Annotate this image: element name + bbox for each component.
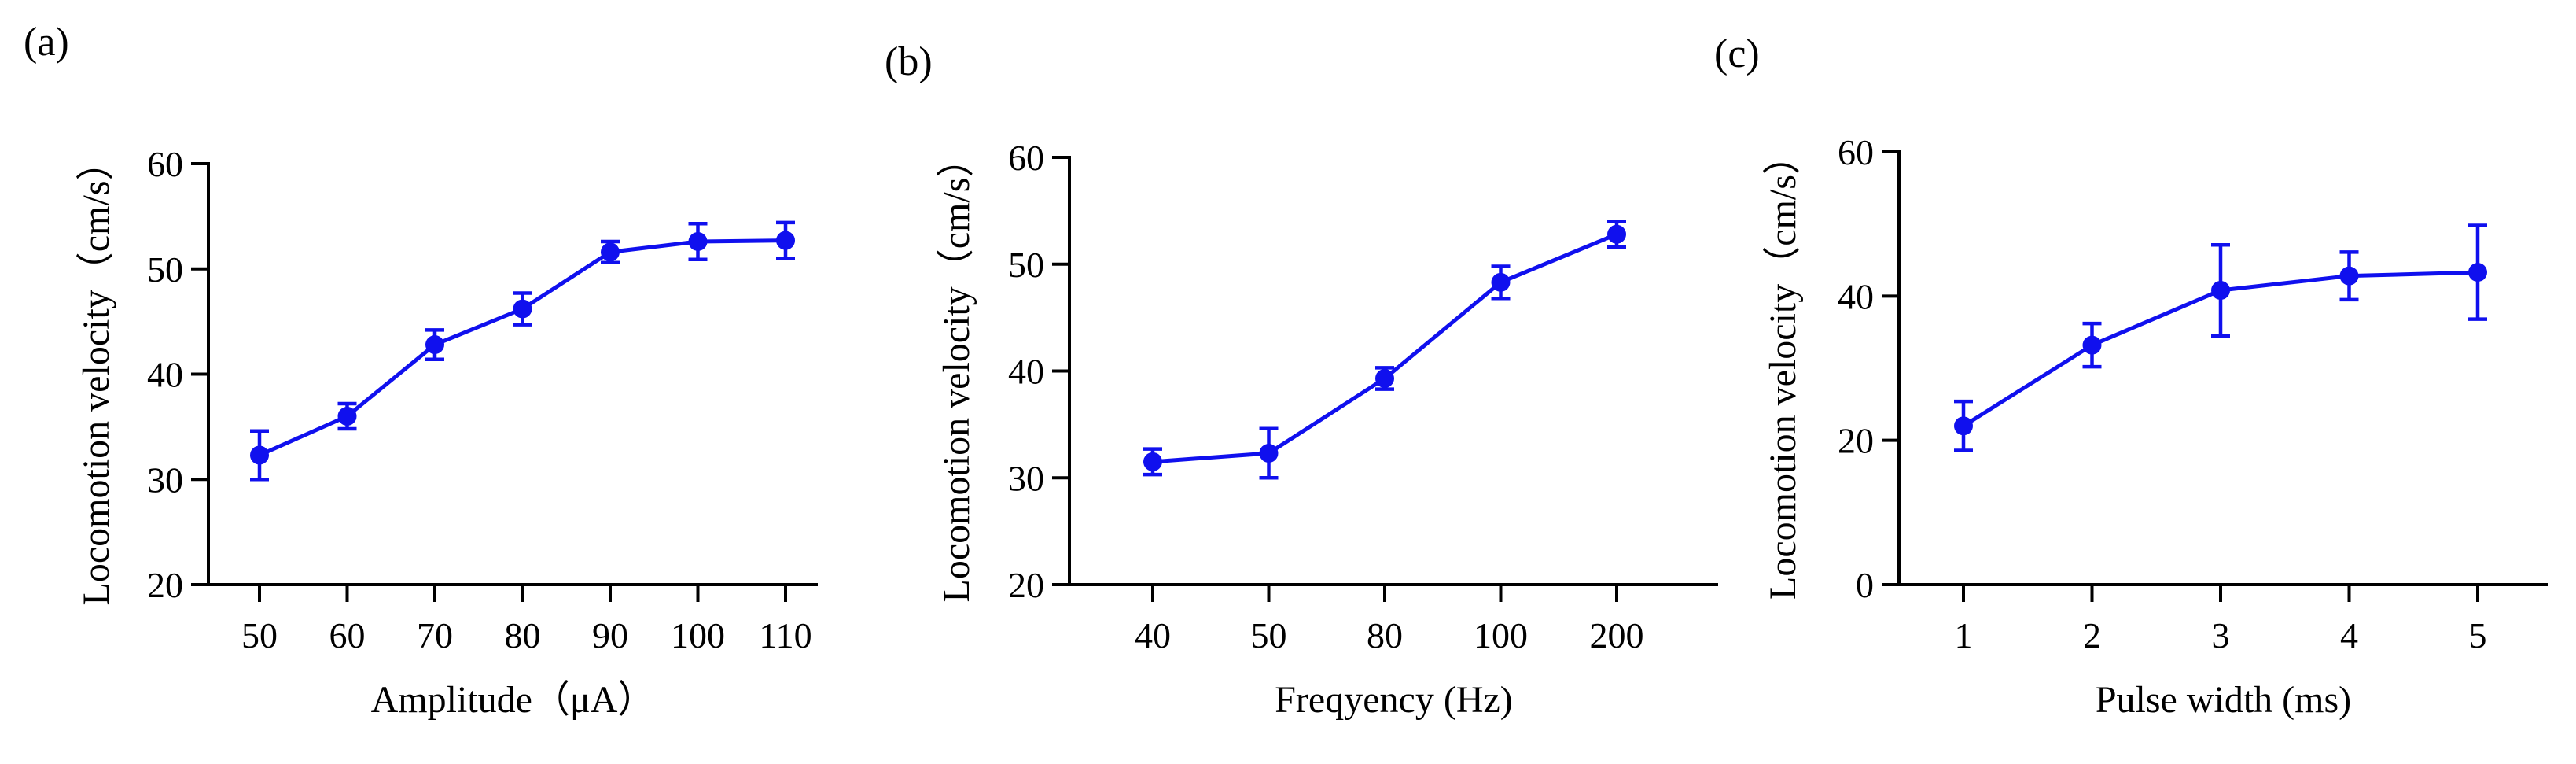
y-axis-title: Locomotion velocity（cm/s） [75,143,117,606]
data-point [776,231,795,250]
y-tick-label: 60 [1008,138,1044,178]
chart-panel-3: (c) 0 20 40 60 1 2 3 4 5 Locomotion velocity（cm/s）… [1714,31,2548,721]
y-tick-label: 50 [147,249,183,290]
data-point [2211,281,2230,300]
panel-label: (a) [24,20,69,65]
y-axis-title: Locomotion velocity（cm/s） [1762,137,1804,600]
x-tick-label: 50 [241,615,278,655]
series-line [1152,232,1617,464]
x-tick-label: 60 [329,615,366,655]
y-tick-label: 20 [1838,421,1874,461]
x-tick-label: 70 [417,615,453,655]
y-tick-label: 30 [1008,458,1044,498]
data-point [1491,272,1511,292]
data-point [513,299,532,319]
x-tick-label: 2 [2083,615,2101,655]
data-point [1259,444,1279,463]
data-point [1607,224,1626,244]
x-axis-title: Freqyency (Hz) [1275,679,1513,721]
chart-panel-2: (b) 20 30 40 50 60 40 50 80 100 200 Locomotion velo… [885,39,1718,721]
x-tick-label: 100 [1474,615,1528,655]
data-point [250,445,269,465]
x-tick-label: 110 [759,615,811,655]
data-point [1143,452,1162,471]
data-point [337,407,357,426]
y-tick-label: 60 [147,144,183,184]
panel-label: (b) [885,39,933,84]
x-tick-label: 90 [592,615,628,655]
data-point [601,242,620,262]
data-point [1954,416,1973,436]
x-tick-label: 1 [1955,615,1973,655]
y-tick-label: 0 [1856,565,1874,605]
data-point [688,231,708,251]
x-tick-label: 80 [505,615,541,655]
x-tick-label: 40 [1135,615,1171,655]
y-tick-label: 40 [1838,276,1874,316]
x-tick-label: 200 [1590,615,1644,655]
data-point [2339,266,2359,286]
y-tick-label: 60 [1838,132,1874,172]
panel-label: (c) [1714,31,1760,76]
data-point [1375,369,1394,389]
chart-panel-1: (a) 20 30 40 50 60 50 60 70 80 90 100 110 Locomotion … [24,20,818,721]
x-tick-label: 3 [2212,615,2230,655]
data-point [2082,335,2102,355]
x-tick-label: 50 [1251,615,1287,655]
y-axis-title: Locomotion velocity（cm/s） [936,140,977,603]
x-axis-title: Amplitude（μA） [371,679,656,721]
y-tick-label: 50 [1008,245,1044,285]
y-tick-label: 40 [1008,352,1044,392]
data-point [425,335,444,355]
series-line [258,238,786,457]
x-tick-label: 5 [2469,615,2487,655]
y-tick-label: 30 [147,460,183,500]
y-tick-label: 40 [147,355,183,395]
y-tick-label: 20 [147,565,183,605]
x-axis-title: Pulse width (ms) [2096,679,2351,721]
x-tick-label: 80 [1367,615,1403,655]
x-tick-label: 100 [671,615,725,655]
data-point [2468,263,2487,282]
x-tick-label: 4 [2340,615,2358,655]
y-tick-label: 20 [1008,565,1044,605]
